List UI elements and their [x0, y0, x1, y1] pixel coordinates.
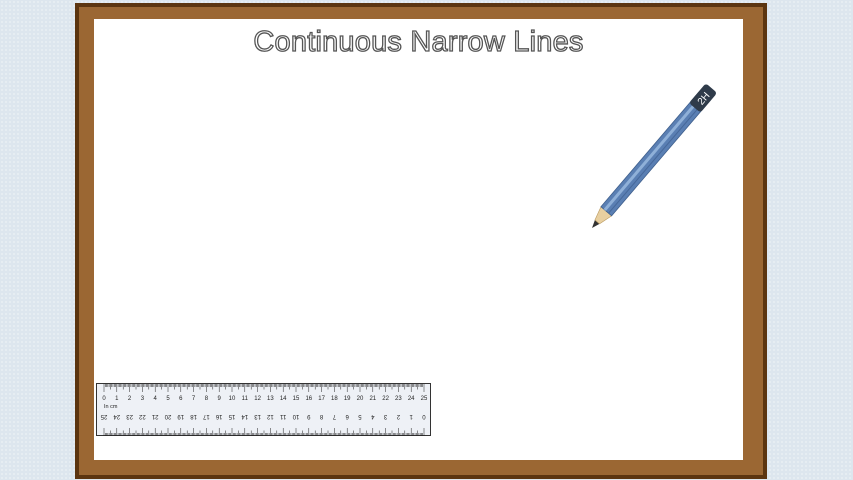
ruler-top-label: 12 — [254, 396, 261, 402]
ruler-bottom-label: 0 — [422, 413, 426, 419]
ruler-bottom-label: 2 — [396, 413, 400, 419]
pencil-cap — [690, 84, 716, 112]
ruler-ticks — [103, 384, 425, 436]
ruler-bottom-label: 6 — [345, 413, 349, 419]
ruler-bottom-label: 13 — [254, 413, 261, 419]
ruler-bottom-label: 8 — [319, 413, 323, 419]
ruler-bottom-label: 20 — [164, 413, 171, 419]
ruler-top-label: 15 — [293, 396, 300, 402]
pencil-highlight — [603, 93, 705, 211]
ruler-bottom-label: 16 — [215, 413, 222, 419]
ruler-top-label: 17 — [318, 396, 325, 402]
ruler-top-label: 13 — [267, 396, 274, 402]
ruler-bottom-label: 15 — [228, 413, 235, 419]
slide-title: Continuous Narrow Lines — [253, 25, 584, 58]
ruler-top-label: 0 — [102, 396, 106, 402]
ruler-top-label: 23 — [395, 396, 402, 402]
ruler-top-label: 4 — [154, 396, 158, 402]
ruler-bottom-label: 9 — [306, 413, 310, 419]
ruler-top-scale: 0 1 2 3 4 5 6 7 8 9 10 11 12 13 14 15 16 17 18 19 20 21 22 23 24… — [102, 396, 428, 402]
ruler-top-label: 2 — [128, 396, 132, 402]
pencil-lead — [592, 219, 600, 228]
ruler-bottom-label: 22 — [138, 413, 145, 419]
ruler-top-label: 5 — [166, 396, 170, 402]
ruler-bottom-label: 5 — [358, 413, 362, 419]
ruler-top-label: 11 — [242, 396, 249, 402]
ruler-top-label: 9 — [218, 396, 222, 402]
pencil-facet — [608, 97, 708, 214]
ruler-top-label: 14 — [280, 396, 287, 402]
ruler-top-label: 7 — [192, 396, 196, 402]
ruler-bottom-label: 17 — [202, 413, 209, 419]
ruler-bottom-label: 10 — [292, 413, 299, 419]
ruler-bottom-label: 4 — [370, 413, 374, 419]
ruler-bottom-label: 14 — [241, 413, 248, 419]
ruler-top-label: 6 — [179, 396, 183, 402]
ruler-top-label: 25 — [421, 396, 428, 402]
ruler-bottom-label: 1 — [409, 413, 413, 419]
ruler-bottom-label: 11 — [279, 413, 286, 419]
ruler-top-label: 22 — [382, 396, 389, 402]
ruler-top-label: 24 — [408, 396, 415, 402]
pencil-icon[interactable]: 2H — [580, 80, 730, 240]
ruler-top-label: 10 — [229, 396, 236, 402]
ruler-top-label: 3 — [141, 396, 145, 402]
ruler-top-label: 8 — [205, 396, 209, 402]
ruler-bottom-label: 24 — [113, 413, 120, 419]
ruler-bottom-label: 19 — [177, 413, 184, 419]
ruler-bottom-label: 25 — [100, 413, 107, 419]
ruler-top-label: 21 — [369, 396, 376, 402]
ruler[interactable]: 0 1 2 3 4 5 6 7 8 9 10 11 12 13 14 15 16 17 18 19 20 21 22 23 24… — [96, 383, 432, 437]
ruler-top-label: 16 — [305, 396, 312, 402]
ruler-bottom-label: 3 — [383, 413, 387, 419]
ruler-top-label: 1 — [115, 396, 119, 402]
ruler-bottom-label: 21 — [151, 413, 158, 419]
ruler-top-label: 20 — [357, 396, 364, 402]
ruler-top-label: 19 — [344, 396, 351, 402]
ruler-body — [96, 383, 431, 436]
ruler-top-label: 18 — [331, 396, 338, 402]
ruler-bottom-label: 18 — [190, 413, 197, 419]
ruler-bottom-label: 12 — [266, 413, 273, 419]
ruler-bottom-label: 23 — [126, 413, 133, 419]
ruler-bottom-scale: 25 24 23 22 21 20 19 18 17 16 15 14 13 12 11 10 9 8 7 6 5 4 3 2… — [100, 413, 426, 419]
ruler-bottom-label: 7 — [332, 413, 336, 419]
ruler-unit-label: In cm — [104, 404, 118, 410]
